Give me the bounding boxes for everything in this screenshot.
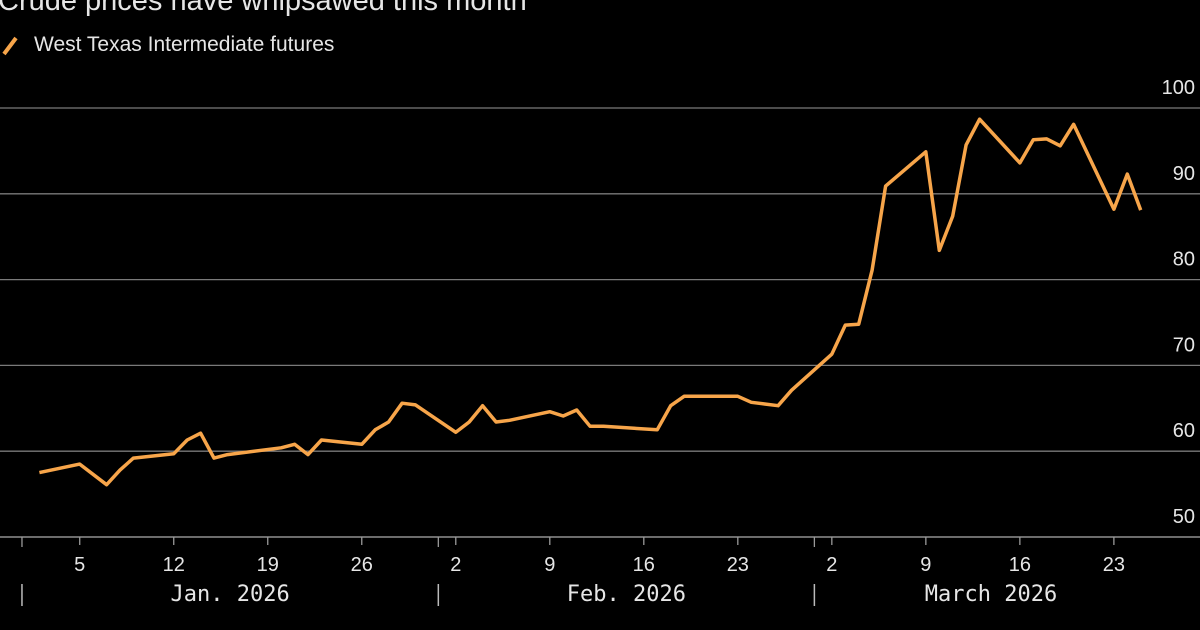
x-tick-label: 16 <box>1009 554 1031 576</box>
y-tick-label: 90 <box>1173 163 1195 185</box>
y-tick-label: 50 <box>1173 506 1195 528</box>
x-tick-label: 2 <box>450 554 461 576</box>
x-tick-label: 12 <box>163 554 185 576</box>
data-line <box>39 117 1143 487</box>
x-tick-label: 19 <box>257 554 279 576</box>
legend-label: West Texas Intermediate futures <box>34 33 334 56</box>
y-tick-label: 80 <box>1173 249 1195 271</box>
x-group-label: March 2026 <box>925 582 1057 607</box>
x-tick-label: 16 <box>633 554 655 576</box>
x-tick-label: 23 <box>727 554 749 576</box>
y-tick-label: 100 <box>1162 77 1195 99</box>
x-tick-label: 5 <box>74 554 85 576</box>
x-tick-label: 9 <box>544 554 555 576</box>
x-tick-label: 9 <box>920 554 931 576</box>
y-tick-label: 60 <box>1173 420 1195 442</box>
x-group-label: Feb. 2026 <box>567 582 686 607</box>
x-tick-label: 2 <box>826 554 837 576</box>
chart-title: Crude prices have whipsawed this month <box>0 0 527 17</box>
y-tick-label: 70 <box>1173 334 1195 356</box>
legend-swatch <box>2 36 18 56</box>
x-tick-label: 23 <box>1103 554 1125 576</box>
x-tick-label: 26 <box>351 554 373 576</box>
x-group-label: Jan. 2026 <box>171 582 290 607</box>
